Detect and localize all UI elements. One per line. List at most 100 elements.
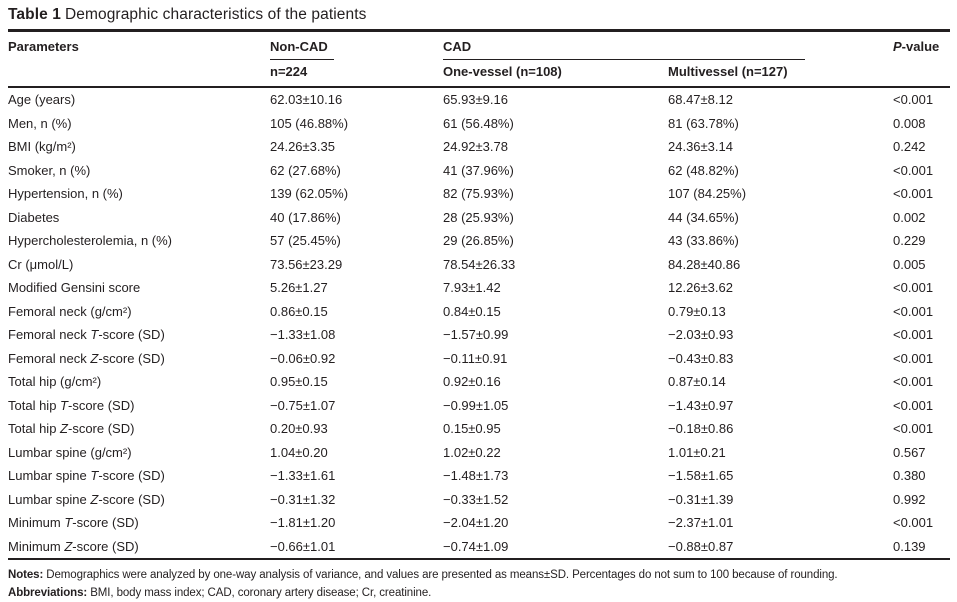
cell-pvalue: <0.001 (893, 300, 950, 324)
cell-parameter: Hypercholesterolemia, n (%) (8, 229, 270, 253)
cell-multivessel: −2.03±0.93 (668, 323, 893, 347)
cell-pvalue: 0.008 (893, 112, 950, 136)
table-row: Lumbar spine Z-score (SD)−0.31±1.32−0.33… (8, 488, 950, 512)
table-row: Lumbar spine T-score (SD)−1.33±1.61−1.48… (8, 464, 950, 488)
cell-multivessel: 107 (84.25%) (668, 182, 893, 206)
cell-noncad: 0.95±0.15 (270, 370, 443, 394)
table-row: Hypercholesterolemia, n (%)57 (25.45%)29… (8, 229, 950, 253)
cell-parameter: Smoker, n (%) (8, 159, 270, 183)
cell-noncad: 62.03±10.16 (270, 87, 443, 112)
cell-onevessel: 65.93±9.16 (443, 87, 668, 112)
header-noncad-n: n=224 (270, 60, 443, 87)
cell-noncad: 0.20±0.93 (270, 417, 443, 441)
table-row: Minimum Z-score (SD)−0.66±1.01−0.74±1.09… (8, 535, 950, 560)
cell-noncad: 5.26±1.27 (270, 276, 443, 300)
cell-noncad: −0.31±1.32 (270, 488, 443, 512)
cell-parameter: Diabetes (8, 206, 270, 230)
cell-multivessel: −0.18±0.86 (668, 417, 893, 441)
cell-parameter: Cr (μmol/L) (8, 253, 270, 277)
cell-parameter: Lumbar spine T-score (SD) (8, 464, 270, 488)
cell-noncad: −1.33±1.08 (270, 323, 443, 347)
cell-noncad: 139 (62.05%) (270, 182, 443, 206)
cell-onevessel: −0.99±1.05 (443, 394, 668, 418)
header-onevessel: One-vessel (n=108) (443, 60, 668, 87)
cell-onevessel: −1.48±1.73 (443, 464, 668, 488)
cell-multivessel: 0.87±0.14 (668, 370, 893, 394)
table-header: Parameters Non-CAD CAD P-value n=224 One… (8, 31, 950, 88)
table-row: Men, n (%)105 (46.88%)61 (56.48%)81 (63.… (8, 112, 950, 136)
cell-parameter: Lumbar spine (g/cm²) (8, 441, 270, 465)
demographics-table: Parameters Non-CAD CAD P-value n=224 One… (8, 29, 950, 560)
table-row: Smoker, n (%)62 (27.68%)41 (37.96%)62 (4… (8, 159, 950, 183)
cell-pvalue: 0.229 (893, 229, 950, 253)
header-pvalue: P-value (893, 31, 950, 88)
cell-noncad: 73.56±23.29 (270, 253, 443, 277)
header-noncad-label: Non-CAD (270, 39, 334, 60)
cell-multivessel: −0.88±0.87 (668, 535, 893, 560)
cell-multivessel: 43 (33.86%) (668, 229, 893, 253)
cell-multivessel: 0.79±0.13 (668, 300, 893, 324)
notes-line: Notes: Demographics were analyzed by one… (8, 567, 950, 585)
cell-pvalue: 0.242 (893, 135, 950, 159)
cell-noncad: 24.26±3.35 (270, 135, 443, 159)
cell-pvalue: <0.001 (893, 370, 950, 394)
cell-noncad: 62 (27.68%) (270, 159, 443, 183)
cell-multivessel: 62 (48.82%) (668, 159, 893, 183)
cell-onevessel: 78.54±26.33 (443, 253, 668, 277)
cell-onevessel: −0.74±1.09 (443, 535, 668, 560)
cell-pvalue: <0.001 (893, 276, 950, 300)
cell-pvalue: <0.001 (893, 87, 950, 112)
cell-multivessel: 12.26±3.62 (668, 276, 893, 300)
cell-onevessel: −0.33±1.52 (443, 488, 668, 512)
cell-pvalue: 0.002 (893, 206, 950, 230)
cell-onevessel: 24.92±3.78 (443, 135, 668, 159)
cell-pvalue: <0.001 (893, 511, 950, 535)
cell-onevessel: 29 (26.85%) (443, 229, 668, 253)
cell-onevessel: 82 (75.93%) (443, 182, 668, 206)
cell-parameter: Femoral neck Z-score (SD) (8, 347, 270, 371)
cell-multivessel: −0.31±1.39 (668, 488, 893, 512)
abbreviations-line: Abbreviations: BMI, body mass index; CAD… (8, 585, 950, 602)
cell-multivessel: −0.43±0.83 (668, 347, 893, 371)
cell-noncad: −1.81±1.20 (270, 511, 443, 535)
notes-text: Demographics were analyzed by one-way an… (46, 569, 837, 581)
header-pvalue-label: P-value (893, 39, 950, 55)
cell-multivessel: 1.01±0.21 (668, 441, 893, 465)
cell-onevessel: −0.11±0.91 (443, 347, 668, 371)
cell-multivessel: −1.58±1.65 (668, 464, 893, 488)
table-row: Hypertension, n (%)139 (62.05%)82 (75.93… (8, 182, 950, 206)
notes-label: Notes: (8, 569, 43, 581)
cell-parameter: Total hip (g/cm²) (8, 370, 270, 394)
cell-multivessel: 81 (63.78%) (668, 112, 893, 136)
cell-pvalue: <0.001 (893, 417, 950, 441)
cell-onevessel: 1.02±0.22 (443, 441, 668, 465)
cell-noncad: −0.06±0.92 (270, 347, 443, 371)
cell-noncad: −0.75±1.07 (270, 394, 443, 418)
cell-pvalue: <0.001 (893, 323, 950, 347)
cell-pvalue: <0.001 (893, 182, 950, 206)
cell-parameter: Lumbar spine Z-score (SD) (8, 488, 270, 512)
table-row: Femoral neck Z-score (SD)−0.06±0.92−0.11… (8, 347, 950, 371)
cell-onevessel: −1.57±0.99 (443, 323, 668, 347)
cell-noncad: 1.04±0.20 (270, 441, 443, 465)
cell-multivessel: −2.37±1.01 (668, 511, 893, 535)
cell-parameter: Minimum T-score (SD) (8, 511, 270, 535)
cell-onevessel: 0.92±0.16 (443, 370, 668, 394)
cell-pvalue: <0.001 (893, 159, 950, 183)
table-row: Femoral neck T-score (SD)−1.33±1.08−1.57… (8, 323, 950, 347)
cell-multivessel: −1.43±0.97 (668, 394, 893, 418)
table-number: Table 1 (8, 6, 61, 23)
cell-pvalue: 0.992 (893, 488, 950, 512)
cell-pvalue: 0.139 (893, 535, 950, 560)
header-parameters: Parameters (8, 31, 270, 88)
cell-pvalue: 0.005 (893, 253, 950, 277)
cell-pvalue: 0.567 (893, 441, 950, 465)
cell-multivessel: 68.47±8.12 (668, 87, 893, 112)
